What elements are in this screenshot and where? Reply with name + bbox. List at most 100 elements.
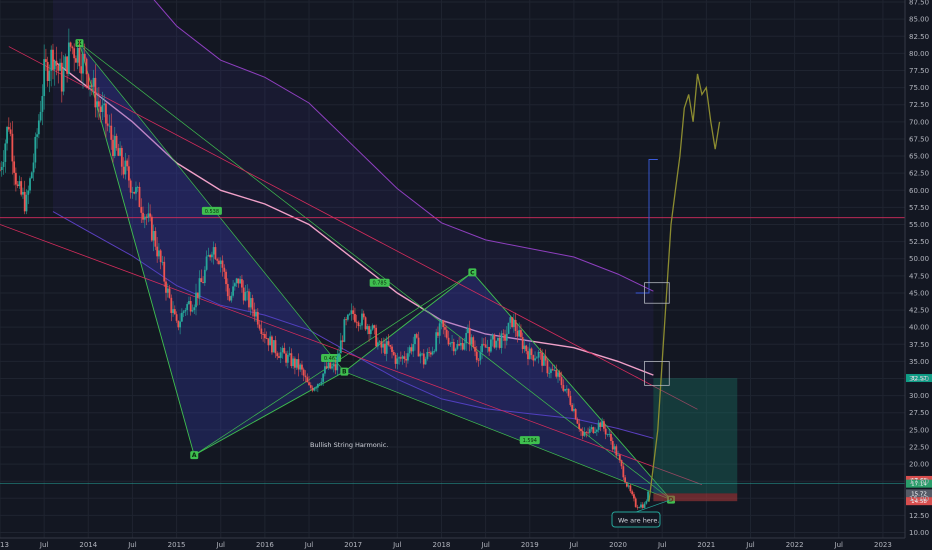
candle-body bbox=[200, 278, 203, 283]
candle-body bbox=[364, 317, 367, 330]
candle-body bbox=[216, 259, 219, 261]
candle-body bbox=[290, 353, 293, 367]
candle-body bbox=[249, 298, 252, 308]
candle-body bbox=[124, 160, 127, 175]
harmonic-diagonal bbox=[79, 42, 672, 500]
candle-body bbox=[20, 181, 23, 195]
candle-body bbox=[316, 384, 319, 388]
y-tick-label: 62.50 bbox=[909, 170, 929, 178]
candle-body bbox=[43, 59, 46, 97]
candle-body bbox=[449, 343, 452, 345]
candle-body bbox=[101, 105, 104, 113]
y-tick-label: 15.00 bbox=[909, 495, 929, 503]
candle-body bbox=[594, 431, 596, 433]
candle-body bbox=[14, 172, 17, 185]
candle-body bbox=[37, 120, 40, 135]
candle-body bbox=[39, 111, 42, 121]
candle-body bbox=[53, 60, 56, 70]
x-tick-label: 2013 bbox=[0, 541, 9, 549]
candle-body bbox=[251, 298, 254, 310]
candle-body bbox=[414, 334, 416, 345]
candle-body bbox=[548, 372, 551, 374]
candle-body bbox=[442, 320, 445, 328]
candle-body bbox=[387, 341, 390, 346]
ratio-label: 0.785 bbox=[372, 281, 386, 287]
candle-body bbox=[30, 172, 33, 179]
candle-body bbox=[36, 134, 38, 137]
candle-body bbox=[52, 49, 54, 70]
y-tick-label: 20.00 bbox=[909, 461, 929, 469]
candle-body bbox=[6, 126, 8, 144]
candle-body bbox=[608, 433, 611, 435]
candle-body bbox=[18, 181, 21, 187]
candle-body bbox=[451, 342, 453, 344]
candle-body bbox=[64, 56, 67, 69]
candle-body bbox=[149, 213, 151, 217]
y-tick-label: 75.00 bbox=[909, 84, 929, 92]
candle-body bbox=[523, 345, 526, 350]
candle-body bbox=[477, 359, 480, 361]
candle-body bbox=[13, 161, 16, 173]
candle-body bbox=[574, 409, 577, 420]
candle-body bbox=[610, 433, 612, 441]
candle-body bbox=[188, 301, 190, 305]
candle-body bbox=[313, 388, 316, 391]
candle-body bbox=[299, 364, 302, 370]
candle-body bbox=[7, 126, 10, 130]
candle-body bbox=[339, 340, 342, 354]
candle-body bbox=[564, 389, 566, 391]
candle-body bbox=[521, 337, 524, 350]
x-tick-label: Jul bbox=[127, 541, 137, 549]
candle-body bbox=[472, 337, 475, 347]
y-tick-label: 65.00 bbox=[909, 153, 929, 161]
x-tick-label: 2019 bbox=[521, 541, 539, 549]
candle-body bbox=[219, 260, 222, 265]
candle-body bbox=[115, 135, 118, 149]
candle-body bbox=[486, 346, 489, 348]
y-tick-label: 82.50 bbox=[909, 33, 929, 41]
envelope-fill bbox=[53, 0, 654, 439]
candle-body bbox=[569, 395, 572, 405]
y-tick-label: 35.00 bbox=[909, 358, 929, 366]
candle-body bbox=[207, 255, 210, 257]
candle-body bbox=[447, 337, 450, 345]
candle-body bbox=[376, 342, 379, 347]
candle-body bbox=[246, 291, 249, 293]
candle-body bbox=[138, 186, 141, 207]
candle-body bbox=[551, 369, 554, 371]
candle-body bbox=[258, 324, 261, 329]
candle-body bbox=[382, 343, 385, 348]
y-tick-label: 42.50 bbox=[909, 307, 929, 315]
candle-body bbox=[636, 506, 639, 508]
candle-body bbox=[490, 339, 492, 352]
price-badge-label: 15.72 bbox=[911, 491, 927, 497]
candle-body bbox=[168, 288, 171, 298]
candle-body bbox=[96, 101, 99, 108]
candle-body bbox=[143, 216, 146, 220]
candle-body bbox=[87, 74, 90, 88]
candle-body bbox=[27, 190, 30, 195]
candle-body bbox=[295, 359, 298, 368]
candle-body bbox=[22, 191, 24, 195]
candle-body bbox=[611, 440, 614, 450]
candle-body bbox=[590, 427, 593, 430]
support-line bbox=[0, 224, 703, 485]
candle-body bbox=[223, 267, 226, 272]
candle-body bbox=[110, 125, 113, 140]
candle-body bbox=[244, 292, 247, 301]
candle-body bbox=[97, 101, 100, 107]
candle-body bbox=[341, 340, 344, 342]
candle-body bbox=[368, 326, 370, 335]
x-tick-label: 2020 bbox=[609, 541, 627, 549]
candle-body bbox=[129, 180, 132, 193]
candle-body bbox=[274, 340, 277, 354]
candle-body bbox=[103, 103, 106, 106]
candle-body bbox=[297, 359, 300, 370]
ratio-badge bbox=[201, 206, 222, 215]
candle-body bbox=[394, 354, 397, 364]
candle-body bbox=[159, 250, 162, 263]
candle-body bbox=[205, 256, 208, 270]
candle-body bbox=[532, 355, 535, 361]
candle-body bbox=[468, 327, 471, 345]
